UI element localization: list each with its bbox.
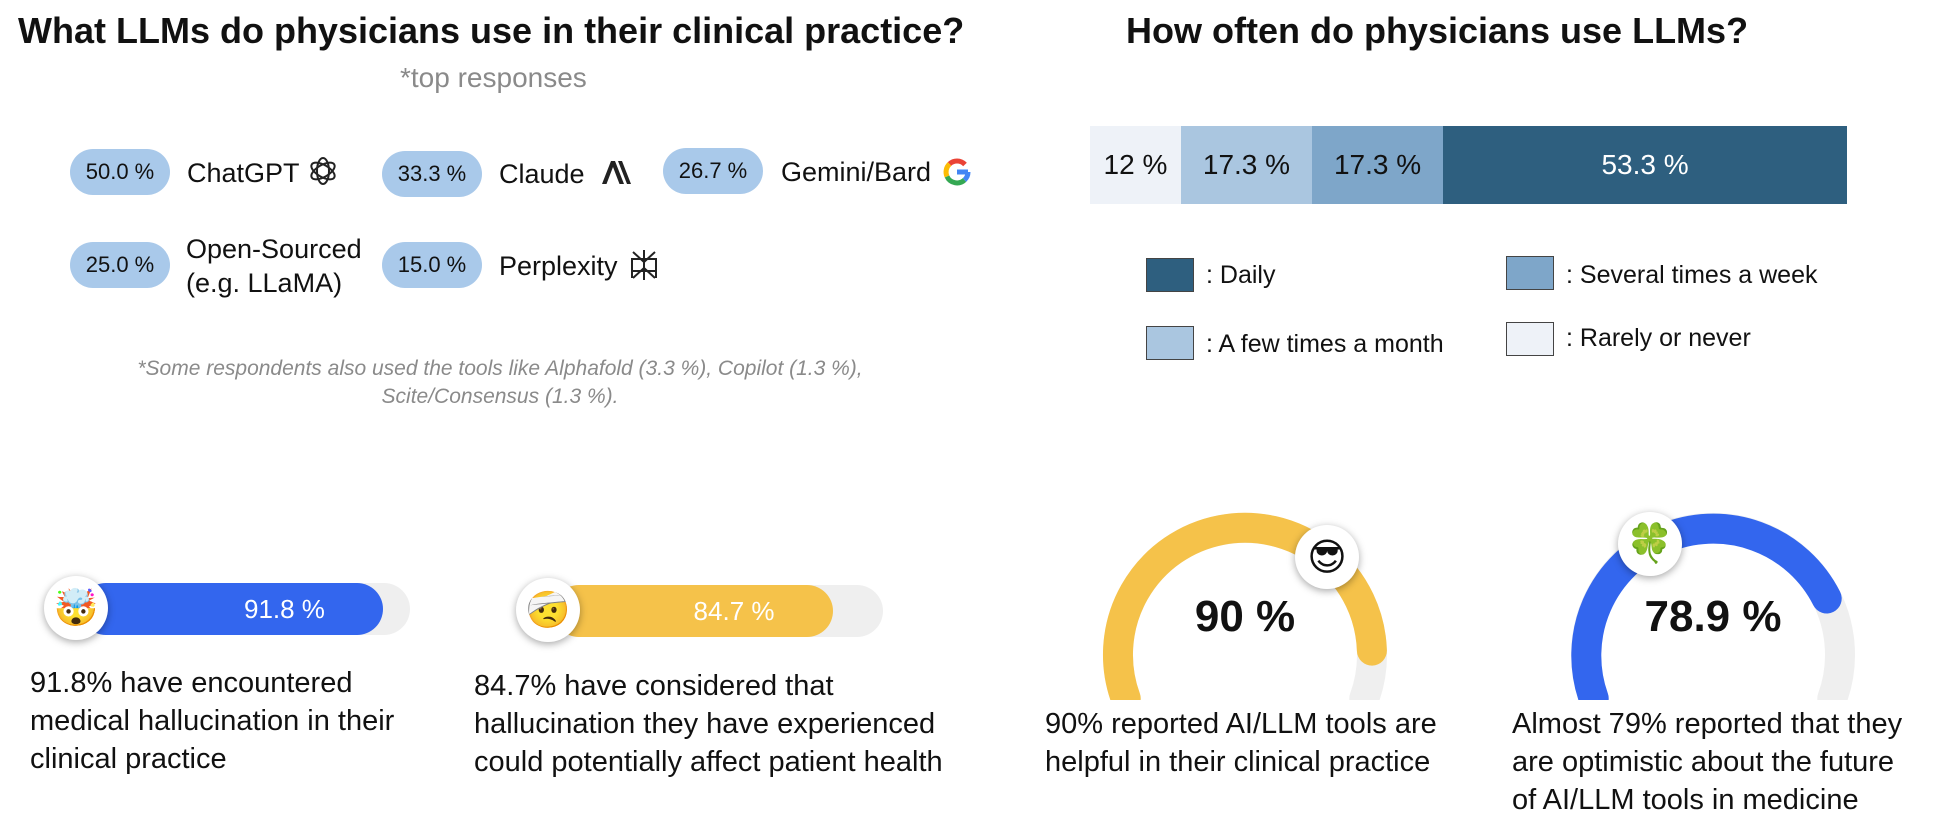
gemini-label: Gemini/Bard bbox=[781, 157, 932, 187]
openai-logo-icon bbox=[310, 157, 336, 185]
google-logo-icon bbox=[943, 158, 971, 186]
freq-segment-rarely: 12 % bbox=[1090, 126, 1181, 204]
left-title: What LLMs do physicians use in their cli… bbox=[18, 10, 965, 51]
optimistic-caption-line2: are optimistic about the future bbox=[1512, 746, 1895, 778]
helpful-gauge-fill bbox=[1102, 512, 1387, 700]
four-leaf-clover-icon: 🍀 bbox=[1618, 512, 1682, 576]
encountered-caption-line1: 91.8% have encountered bbox=[30, 667, 353, 699]
encountered-bar-track: 91.8 % bbox=[80, 583, 410, 635]
perplexity-pct-pill: 15.0 % bbox=[382, 242, 482, 288]
opensource-label-line1: Open-Sourced bbox=[186, 234, 362, 264]
considered-bar-fill: 84.7 % bbox=[553, 585, 833, 637]
tools-footnote-line1: *Some respondents also used the tools li… bbox=[137, 357, 863, 380]
freq-segment-daily: 53.3 % bbox=[1443, 126, 1847, 204]
encountered-caption-line2: medical hallucination in their bbox=[30, 705, 395, 737]
left-subtitle: *top responses bbox=[400, 62, 587, 93]
sunglasses-face-icon: 😎 bbox=[1295, 525, 1359, 589]
legend-swatch-daily bbox=[1146, 258, 1194, 292]
opensource-label-line2: (e.g. LLaMA) bbox=[186, 268, 343, 298]
legend-swatch-few bbox=[1146, 326, 1194, 360]
legend-label-several: : Several times a week bbox=[1566, 261, 1818, 289]
encountered-bar-fill: 91.8 % bbox=[80, 583, 383, 635]
optimistic-gauge-value: 78.9 % bbox=[1644, 592, 1782, 641]
perplexity-logo-icon bbox=[631, 250, 657, 280]
optimistic-caption-line1: Almost 79% reported that they bbox=[1512, 708, 1903, 740]
freq-segment-few: 17.3 % bbox=[1180, 126, 1312, 204]
gemini-pct-pill: 26.7 % bbox=[663, 148, 763, 194]
considered-bar-track: 84.7 % bbox=[553, 585, 883, 637]
exploding-head-icon: 🤯 bbox=[44, 576, 108, 640]
tools-footnote-line2: Scite/Consensus (1.3 %). bbox=[381, 385, 619, 408]
encountered-caption-line3: clinical practice bbox=[30, 743, 227, 775]
perplexity-label: Perplexity bbox=[499, 251, 618, 281]
considered-caption-line1: 84.7% have considered that bbox=[474, 670, 834, 702]
helpful-caption-line1: 90% reported AI/LLM tools are bbox=[1045, 708, 1437, 740]
helpful-gauge bbox=[1102, 512, 1387, 700]
legend-label-few: : A few times a month bbox=[1206, 330, 1444, 358]
claude-pct-pill: 33.3 % bbox=[382, 151, 482, 197]
anthropic-logo-icon bbox=[602, 161, 631, 184]
considered-caption-line3: could potentially affect patient health bbox=[474, 746, 943, 778]
legend-swatch-several bbox=[1506, 256, 1554, 290]
helpful-gauge-value: 90 % bbox=[1194, 592, 1296, 641]
helpful-caption-line2: helpful in their clinical practice bbox=[1045, 746, 1431, 778]
legend-label-daily: : Daily bbox=[1206, 261, 1276, 289]
legend-label-rarely: : Rarely or never bbox=[1566, 324, 1751, 352]
opensource-pct-pill: 25.0 % bbox=[70, 242, 170, 288]
chatgpt-pct-pill: 50.0 % bbox=[70, 149, 170, 195]
bandaged-face-icon: 🤕 bbox=[516, 578, 580, 642]
freq-segment-several: 17.3 % bbox=[1312, 126, 1444, 204]
legend-swatch-rarely bbox=[1506, 322, 1554, 356]
considered-caption-line2: hallucination they have experienced bbox=[474, 708, 936, 740]
right-title: How often do physicians use LLMs? bbox=[1126, 10, 1749, 51]
optimistic-caption-line3: of AI/LLM tools in medicine bbox=[1512, 784, 1859, 816]
claude-label: Claude bbox=[499, 159, 585, 189]
chatgpt-label: ChatGPT bbox=[187, 158, 300, 188]
